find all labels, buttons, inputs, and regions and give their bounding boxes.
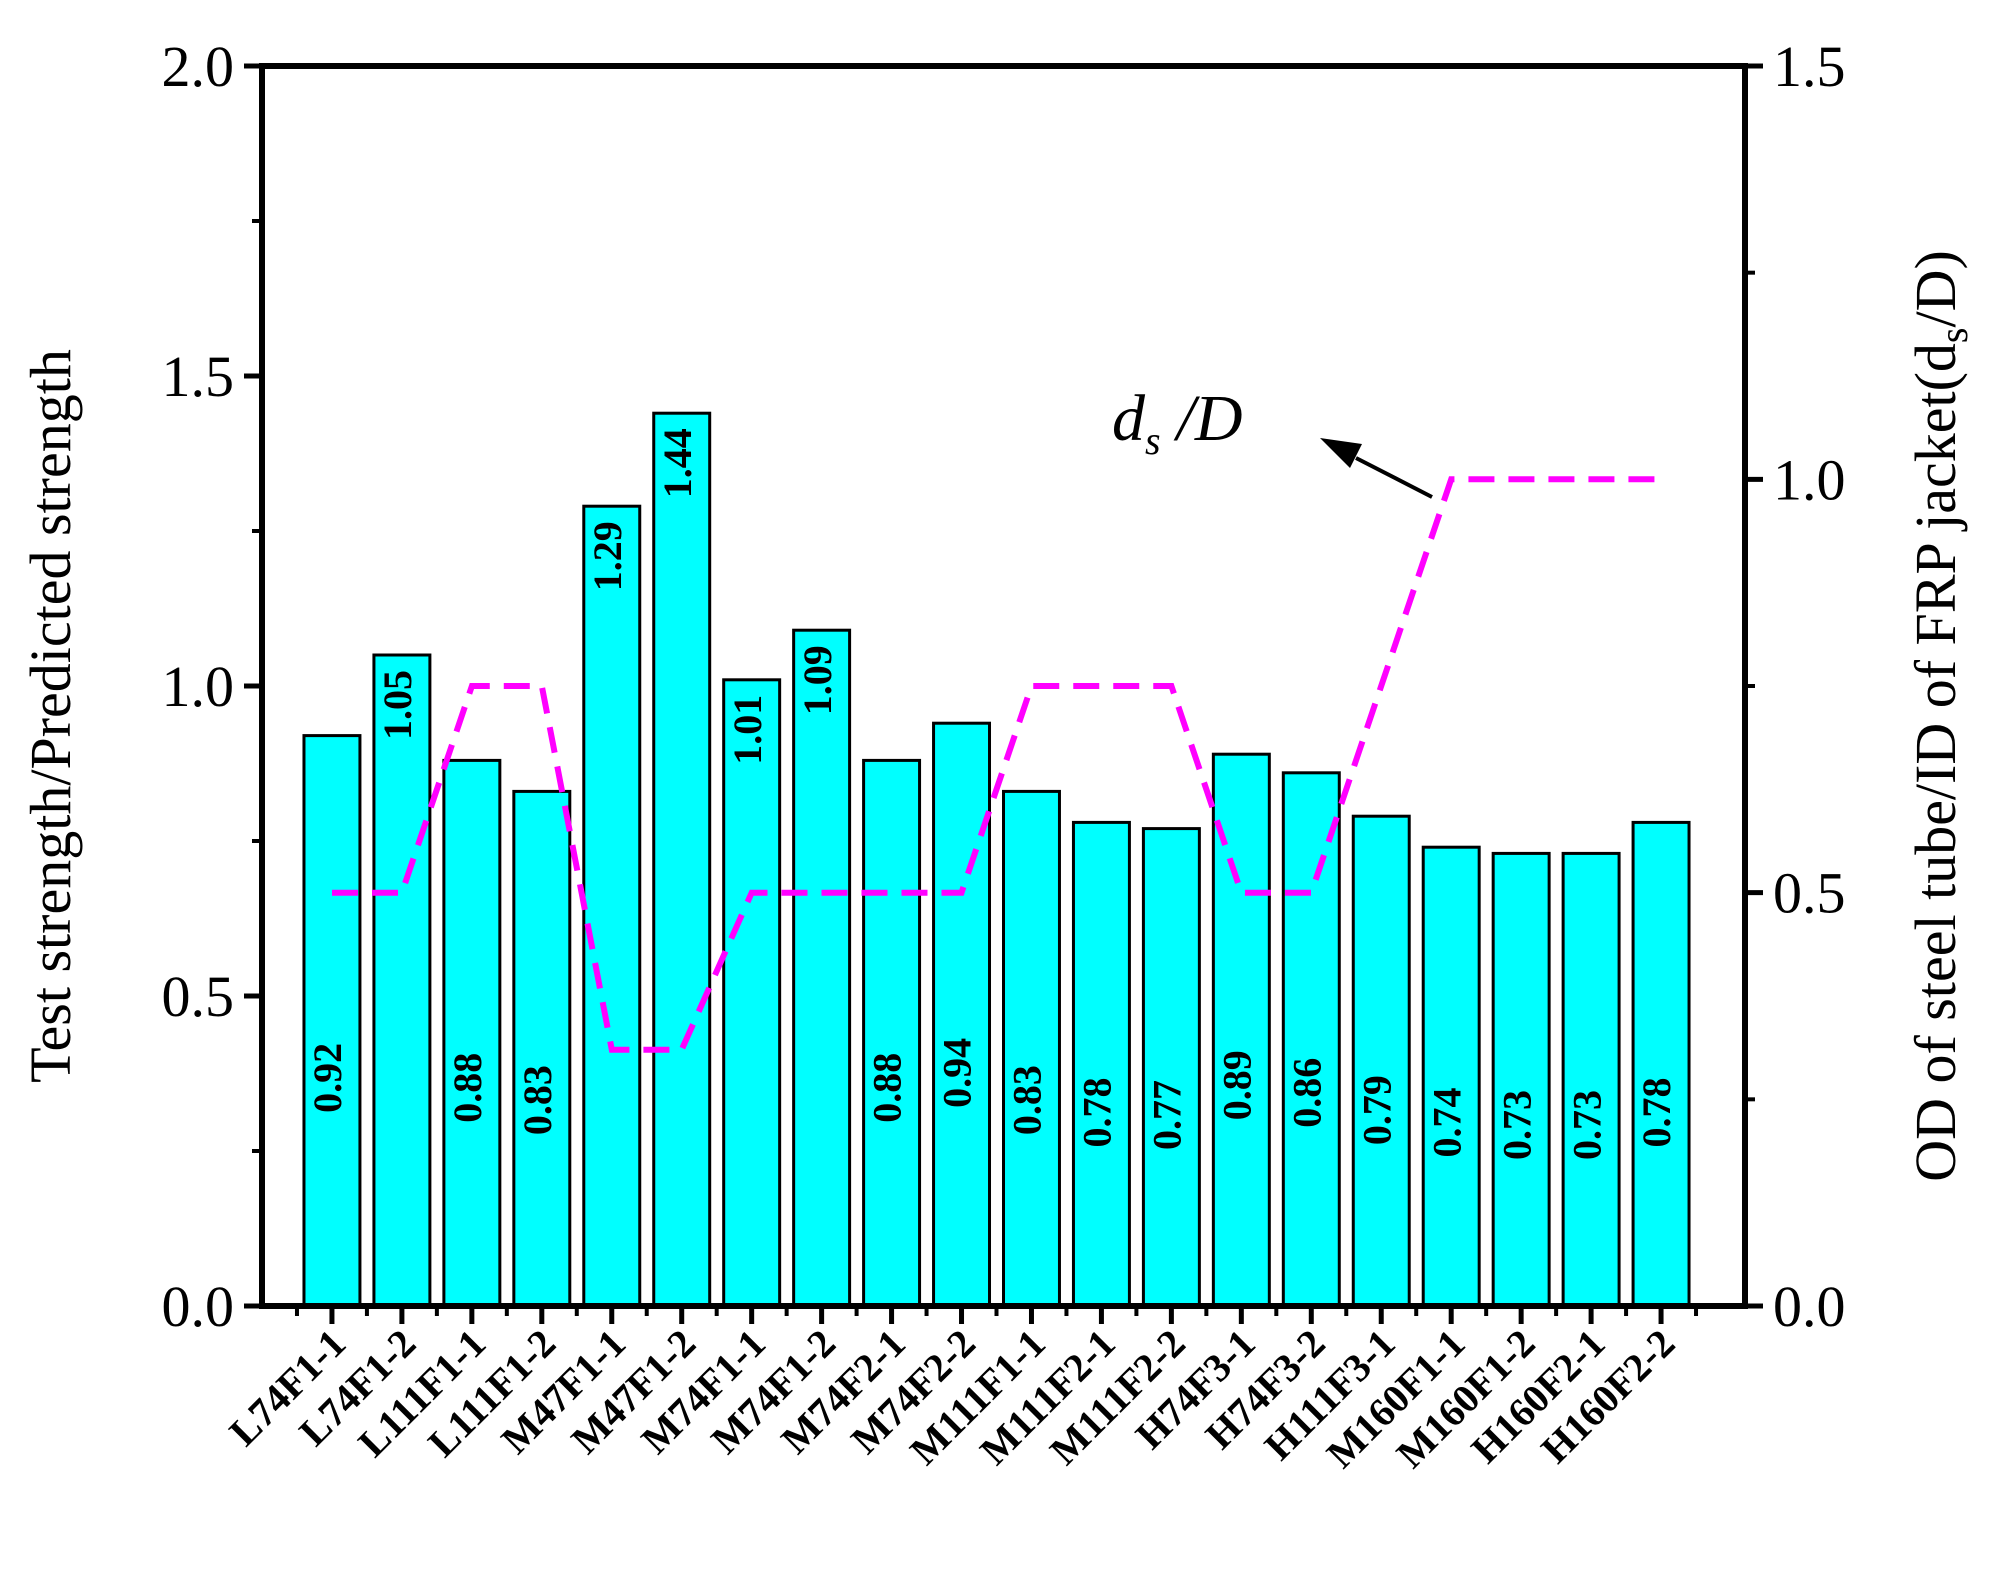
bar-L111F1-1 [442,758,502,1308]
y2-tick-label: 1.5 [1773,34,1846,99]
bar-M160F1-1 [1421,845,1481,1308]
value-label-H111F3-1: 0.79 [1354,1075,1399,1145]
ds-over-d-line [332,476,1662,1053]
ds-over-d-series [332,476,1662,1053]
bar-M74F1-2 [792,628,852,1308]
bars [302,411,1691,1308]
value-label-L74F1-2: 1.05 [375,670,420,740]
value-label-M74F2-2: 0.94 [935,1038,980,1108]
annotation-text: ds/D [1112,382,1243,463]
axes: 0.0 0.5 1.0 1.5 2.0 0.0 0.5 1.0 1.5 [162,34,1846,1339]
y2-tick-label: 0.0 [1773,1274,1846,1339]
value-label-M160F1-1: 0.74 [1424,1087,1469,1157]
bar-M74F2-1 [862,758,922,1308]
value-label-L111F1-2: 0.83 [515,1065,560,1135]
value-label-M47F1-2: 1.44 [655,428,700,498]
value-label-M74F1-1: 1.01 [725,695,770,765]
bar-H74F3-2 [1281,771,1341,1308]
value-label-M74F2-1: 0.88 [865,1053,910,1123]
y2-tick-label: 0.5 [1773,861,1846,926]
value-label-M111F2-2: 0.77 [1145,1080,1190,1150]
value-label-H74F3-2: 0.86 [1284,1058,1329,1128]
y-tick-label: 0.5 [162,964,235,1029]
value-label-L74F1-1: 0.92 [305,1043,350,1113]
bar-H160F2-2 [1631,820,1691,1308]
bar-L74F1-1 [302,734,362,1308]
annotation-arrow-head [1320,438,1362,468]
y-axis-title: Test strength/Predicted strength [18,349,83,1083]
bar-M160F1-2 [1491,851,1551,1308]
bar-M47F1-2 [652,411,712,1308]
value-label-M111F1-1: 0.83 [1005,1065,1050,1135]
bar-H74F3-1 [1211,752,1271,1308]
annotation-arrow-line [1355,456,1433,499]
ds-over-d-annotation: ds/D [1112,382,1433,499]
bar-H160F2-1 [1561,851,1621,1308]
value-label-H160F2-1: 0.73 [1564,1090,1609,1160]
bar-M74F1-1 [722,678,782,1308]
bar-M111F2-1 [1071,820,1131,1308]
bar-M47F1-1 [582,504,642,1308]
y-tick-label: 1.5 [162,344,235,409]
value-label-M74F1-2: 1.09 [795,645,840,715]
bar-M111F2-2 [1141,827,1201,1308]
bar-L74F1-2 [372,653,432,1308]
bar-H111F3-1 [1351,814,1411,1308]
value-label-H160F2-2: 0.78 [1634,1078,1679,1148]
value-label-M160F1-2: 0.73 [1494,1090,1539,1160]
value-label-H74F3-1: 0.89 [1215,1050,1260,1120]
y-tick-label: 0.0 [162,1274,235,1339]
y-tick-label: 1.0 [162,654,235,719]
bar-L111F1-2 [512,789,572,1308]
y2-tick-label: 1.0 [1773,447,1846,512]
value-label-M111F2-1: 0.78 [1075,1078,1120,1148]
value-label-M47F1-1: 1.29 [585,521,630,591]
bar-M74F2-2 [932,721,992,1308]
value-label-L111F1-1: 0.88 [445,1053,490,1123]
y-tick-label: 2.0 [162,34,235,99]
bar-M111F1-1 [1002,789,1061,1308]
value-labels: 0.92 1.05 0.88 0.83 1.29 1.44 1.01 1.09 0.88 0.94… [305,428,1679,1160]
y2-axis-title: OD of steel tube/ID of FRP jacket(ds/D) [1903,250,1976,1182]
